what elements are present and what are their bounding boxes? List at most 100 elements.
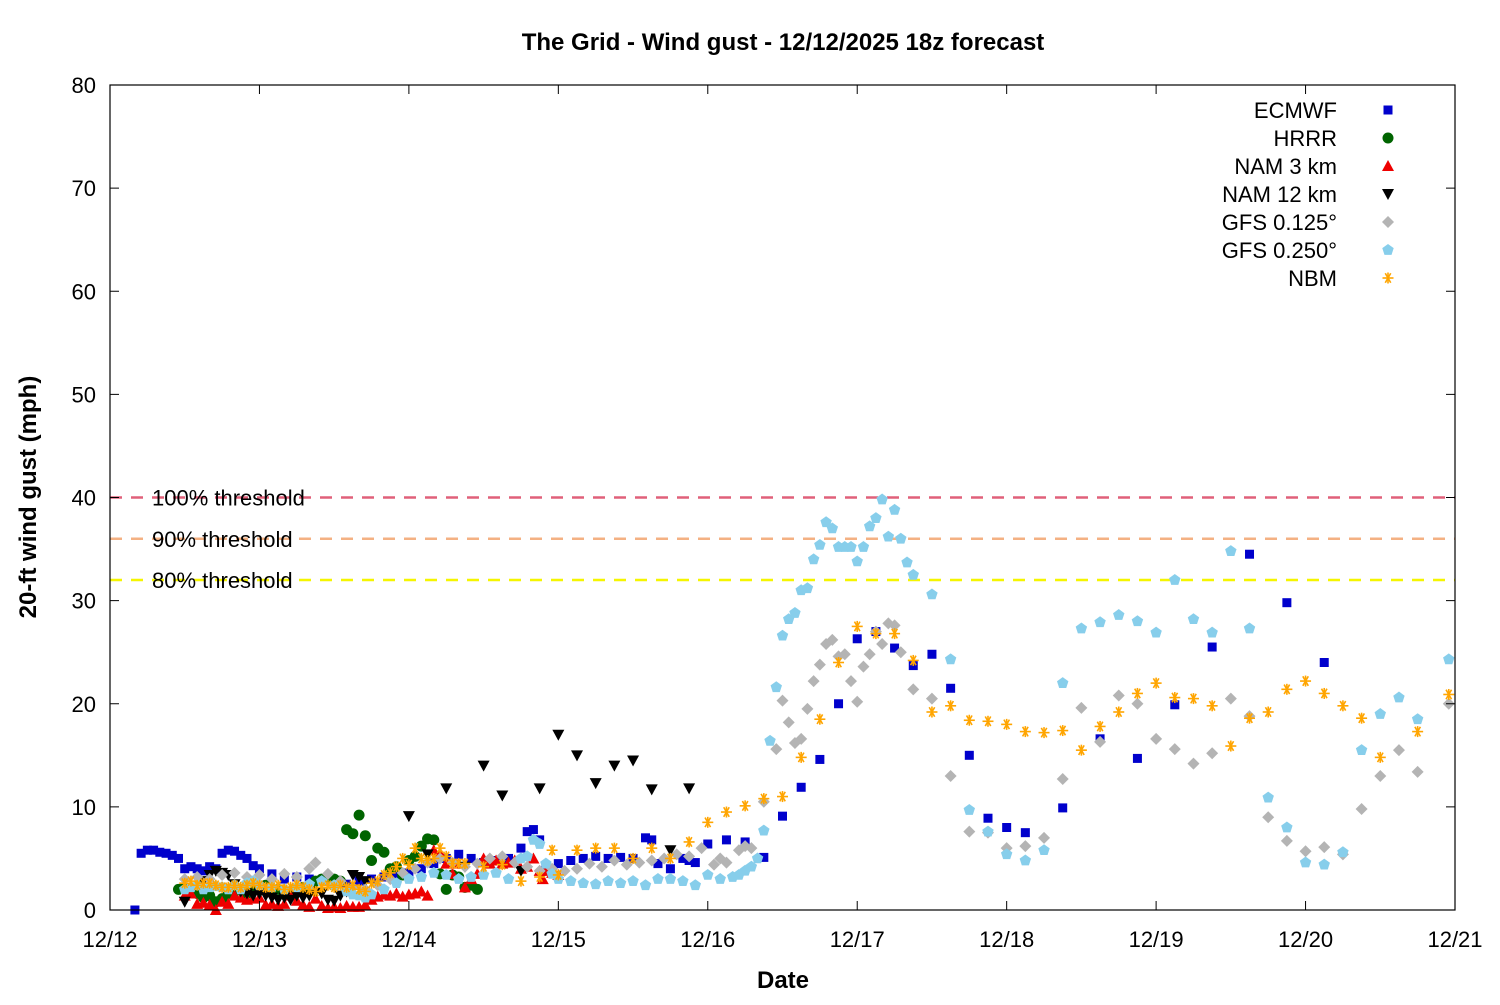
data-point	[602, 875, 614, 886]
data-point	[1002, 823, 1012, 832]
data-point	[627, 852, 639, 864]
data-point	[409, 842, 421, 854]
data-point	[590, 842, 602, 854]
data-point	[695, 842, 708, 855]
data-point	[136, 848, 146, 858]
data-point	[1281, 683, 1293, 695]
data-point	[608, 854, 621, 867]
data-point	[353, 872, 366, 883]
data-point	[770, 681, 782, 693]
data-point	[1094, 616, 1106, 628]
data-point	[453, 858, 465, 870]
data-point	[217, 848, 227, 858]
data-point	[440, 783, 453, 795]
data-point	[247, 877, 259, 889]
data-point	[552, 729, 565, 741]
data-point	[1262, 791, 1274, 803]
data-point	[347, 828, 359, 840]
data-point	[1225, 740, 1237, 752]
data-point	[764, 734, 776, 746]
data-point	[546, 844, 558, 856]
data-point	[1187, 757, 1200, 770]
data-point	[751, 852, 764, 864]
legend: ECMWF HRRR NAM 3 km NAM 12 km GFS 0.125° GFS …	[1222, 98, 1394, 291]
data-point	[1056, 773, 1069, 786]
legend-entry: NAM 12 km	[1222, 182, 1394, 207]
data-point	[571, 844, 583, 856]
data-point	[434, 852, 447, 865]
data-point	[1337, 700, 1349, 712]
data-point	[888, 619, 901, 632]
data-point	[857, 541, 870, 552]
data-point	[1075, 744, 1087, 756]
data-point	[521, 850, 533, 862]
data-point	[646, 842, 658, 854]
data-point	[616, 852, 626, 862]
data-point	[571, 862, 584, 875]
data-point	[820, 516, 832, 528]
threshold-label: 90% threshold	[152, 527, 293, 552]
data-point	[1168, 743, 1181, 756]
data-point	[378, 869, 390, 881]
data-point	[516, 843, 526, 853]
data-point	[421, 889, 434, 901]
data-point	[1113, 706, 1125, 718]
x-tick-label: 12/14	[381, 927, 436, 952]
data-point	[266, 881, 278, 893]
y-tick-label: 80	[72, 73, 96, 98]
y-tick-label: 60	[72, 279, 96, 304]
data-point	[409, 862, 422, 875]
data-point	[801, 702, 814, 715]
data-point	[745, 860, 758, 872]
data-point	[834, 699, 844, 709]
data-point	[946, 683, 956, 693]
data-point	[496, 850, 509, 863]
data-point	[1318, 687, 1330, 699]
data-point	[490, 854, 503, 866]
data-point	[309, 856, 322, 869]
data-point	[789, 607, 801, 618]
data-point	[403, 859, 415, 871]
data-point	[664, 873, 677, 884]
data-point	[983, 813, 993, 823]
data-point	[278, 867, 291, 880]
data-point	[477, 868, 490, 880]
data-point	[1356, 712, 1368, 724]
data-point	[925, 692, 938, 705]
data-point	[702, 816, 714, 828]
data-point	[404, 868, 414, 878]
data-point	[1262, 811, 1275, 824]
data-point	[222, 881, 234, 893]
data-point	[758, 824, 770, 836]
data-point	[645, 854, 658, 867]
data-point	[353, 883, 365, 895]
data-point	[683, 836, 695, 848]
data-point	[1150, 732, 1163, 745]
data-point	[739, 800, 751, 812]
data-point	[390, 877, 403, 889]
data-point	[876, 637, 889, 650]
data-point	[1299, 856, 1312, 868]
data-point	[421, 849, 434, 861]
data-point	[359, 885, 371, 897]
data-point	[1243, 622, 1256, 634]
data-point	[1038, 727, 1050, 739]
data-point	[851, 555, 863, 567]
data-point	[303, 878, 315, 890]
data-point	[533, 783, 546, 795]
data-point	[1187, 693, 1199, 705]
data-point	[440, 850, 452, 862]
legend-marker	[1382, 132, 1394, 144]
data-point	[223, 845, 233, 855]
data-point	[465, 871, 477, 882]
data-point	[253, 879, 265, 891]
data-point	[328, 895, 341, 907]
data-point	[553, 859, 563, 869]
legend-label: NBM	[1288, 266, 1337, 291]
data-point	[1318, 841, 1331, 854]
data-point	[907, 683, 920, 696]
data-point	[882, 530, 895, 542]
series-gfs-0-125	[178, 617, 1455, 896]
data-point	[192, 864, 202, 874]
x-tick-label: 12/20	[1278, 927, 1333, 952]
